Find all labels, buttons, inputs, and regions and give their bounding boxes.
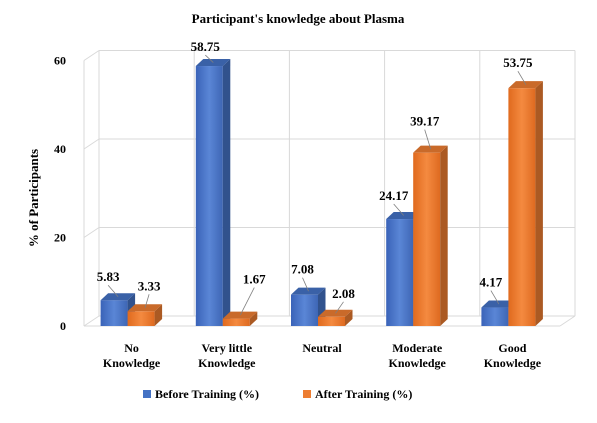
gridline-side-40 bbox=[83, 138, 100, 150]
x-tick-label: No bbox=[124, 341, 139, 355]
y-tick-label: 60 bbox=[54, 54, 66, 68]
x-tick-label: Good bbox=[498, 341, 526, 355]
chart-title: Participant's knowledge about Plasma bbox=[192, 11, 405, 26]
x-tick-label: Neutral bbox=[302, 341, 342, 355]
data-label-leader bbox=[424, 129, 432, 150]
data-label: 53.75 bbox=[503, 55, 533, 70]
y-tick-label: 40 bbox=[54, 142, 66, 156]
gridline-side-0 bbox=[83, 315, 100, 327]
y-axis-label: % of Participants bbox=[26, 149, 41, 247]
data-label: 7.08 bbox=[291, 262, 314, 277]
bar-after-4 bbox=[508, 81, 543, 326]
y-tick-label: 0 bbox=[60, 319, 66, 333]
x-tick-label: Very little bbox=[202, 341, 253, 355]
legend-swatch-0 bbox=[143, 390, 151, 398]
data-label-leader bbox=[490, 290, 500, 305]
x-tick-label: Moderate bbox=[392, 341, 443, 355]
legend-label-1: After Training (%) bbox=[315, 387, 412, 401]
x-tick-label: Knowledge bbox=[484, 356, 542, 370]
x-tick-label: Knowledge bbox=[198, 356, 256, 370]
data-label-leader bbox=[144, 294, 150, 308]
data-label-leader bbox=[517, 70, 527, 85]
data-label-leader bbox=[335, 301, 344, 314]
bar-before-1 bbox=[195, 59, 231, 326]
data-label: 2.08 bbox=[332, 286, 355, 301]
data-label: 58.75 bbox=[191, 39, 221, 54]
bar-after-0 bbox=[127, 304, 163, 326]
floor-right-edge bbox=[559, 315, 576, 327]
data-label-leader bbox=[393, 203, 405, 216]
data-label: 3.33 bbox=[138, 278, 161, 293]
x-tick-label: Knowledge bbox=[389, 356, 447, 370]
bar-after-2 bbox=[318, 309, 353, 326]
gridline-side-60 bbox=[83, 50, 100, 61]
y-tick-label: 20 bbox=[54, 231, 66, 245]
bar-after-1 bbox=[222, 311, 258, 326]
data-label: 24.17 bbox=[379, 188, 409, 203]
data-label: 5.83 bbox=[97, 269, 120, 284]
data-label: 4.17 bbox=[480, 275, 503, 290]
data-label: 39.17 bbox=[410, 114, 440, 129]
x-tick-label: Knowledge bbox=[103, 356, 161, 370]
data-label-leader bbox=[205, 54, 214, 63]
data-label: 1.67 bbox=[243, 272, 266, 287]
data-label-leader bbox=[239, 287, 255, 316]
bar-after-3 bbox=[413, 145, 448, 326]
data-label-leader bbox=[107, 284, 119, 297]
legend-swatch-1 bbox=[303, 390, 311, 398]
gridline-side-20 bbox=[83, 227, 100, 238]
data-label-leader bbox=[302, 277, 309, 292]
legend-label-0: Before Training (%) bbox=[155, 387, 259, 401]
